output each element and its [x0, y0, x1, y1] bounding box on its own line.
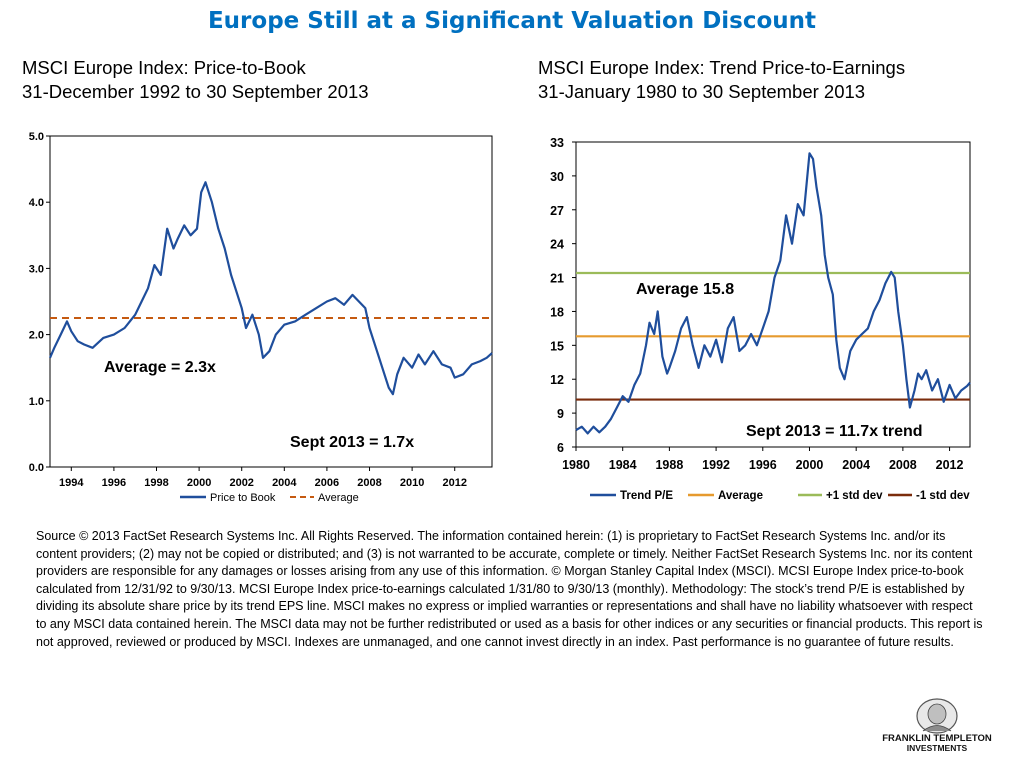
pb-x-tick-label: 2010: [400, 477, 424, 489]
pb-y-tick-label: 2.0: [29, 330, 44, 342]
source-disclaimer: Source © 2013 FactSet Research Systems I…: [36, 529, 983, 649]
pe-legend-label-plus-std: +1 std dev: [826, 490, 883, 502]
pb-x-tick-label: 1996: [102, 477, 126, 489]
pe-annotation-average: Average 15.8: [636, 281, 734, 298]
pe-y-tick-label: 15: [550, 339, 564, 353]
pb-y-tick-label: 1.0: [29, 396, 44, 408]
pe-annotation-latest: Sept 2013 = 11.7x trend: [746, 423, 923, 440]
pe-x-tick-label: 2000: [796, 458, 824, 472]
pb-x-tick-label: 1994: [59, 477, 84, 489]
left-chart-subtitle: MSCI Europe Index: Price-to-Book 31-Dece…: [22, 56, 369, 104]
pb-plot-frame: [49, 135, 493, 468]
pe-x-tick-label: 2008: [889, 458, 917, 472]
pe-y-tick-label: 18: [550, 305, 564, 319]
pe-x-tick-label: 1988: [655, 458, 683, 472]
pe-y-tick-label: 6: [557, 441, 564, 455]
pe-series-line: [575, 152, 971, 435]
pe-legend-label-average: Average: [718, 490, 763, 502]
pb-series-line: [48, 181, 493, 396]
trend-pe-chart: 6 9 12 15 18 21 24 27 30 33 1980 1984 1988 1992 1996 20…: [528, 122, 998, 514]
left-subtitle-line-1: MSCI Europe Index: Price-to-Book: [22, 57, 306, 78]
pb-x-tick-label: 2004: [272, 477, 297, 489]
pe-legend-label-minus-std: -1 std dev: [916, 490, 970, 502]
pb-x-tick-label: 2002: [229, 477, 253, 489]
trend-pe-chart-svg: 6 9 12 15 18 21 24 27 30 33 1980 1984 1988 1992 1996 20…: [550, 136, 971, 502]
pb-legend-label-average: Average: [318, 492, 359, 504]
pb-x-tick-label: 2000: [187, 477, 211, 489]
franklin-portrait-icon: FRANKLIN TEMPLETON INVESTMENTS: [882, 698, 992, 753]
pe-legend-label-series: Trend P/E: [620, 490, 673, 502]
pb-annotation-latest: Sept 2013 = 1.7x: [290, 434, 414, 451]
pb-y-tick-label: 4.0: [29, 197, 44, 209]
pb-legend-label-series: Price to Book: [210, 492, 276, 504]
pb-y-tick-label: 5.0: [29, 131, 44, 143]
pe-x-tick-label: 1996: [749, 458, 777, 472]
pe-x-tick-label: 1992: [702, 458, 730, 472]
price-to-book-chart: 0.0 1.0 2.0 3.0 4.0 5.0 1994 1996 1998 2000 2002 20…: [8, 122, 498, 514]
logo-line-1: FRANKLIN TEMPLETON: [882, 733, 992, 744]
pb-annotation-average: Average = 2.3x: [104, 359, 216, 376]
pe-y-tick-label: 27: [550, 204, 564, 218]
pe-x-tick-label: 2012: [936, 458, 964, 472]
pe-y-tick-label: 30: [550, 170, 564, 184]
pe-y-tick-label: 21: [550, 272, 564, 286]
price-to-book-chart-svg: 0.0 1.0 2.0 3.0 4.0 5.0 1994 1996 1998 2000 2002 20…: [29, 131, 493, 504]
pb-y-tick-label: 0.0: [29, 462, 44, 474]
right-subtitle-line-1: MSCI Europe Index: Trend Price-to-Earnin…: [538, 57, 906, 78]
pb-x-tick-label: 2008: [357, 477, 381, 489]
right-chart-subtitle: MSCI Europe Index: Trend Price-to-Earnin…: [538, 56, 905, 104]
left-subtitle-line-2: 31-December 1992 to 30 September 2013: [22, 81, 369, 102]
pe-y-tick-label: 33: [550, 136, 564, 150]
pe-x-tick-label: 1984: [609, 458, 637, 472]
pe-x-tick-label: 2004: [842, 458, 870, 472]
pe-plot-frame: [575, 141, 971, 448]
franklin-templeton-logo: FRANKLIN TEMPLETON INVESTMENTS: [862, 698, 1012, 754]
pe-y-tick-label: 9: [557, 407, 564, 421]
pe-y-tick-label: 24: [550, 238, 564, 252]
pb-x-tick-label: 1998: [144, 477, 168, 489]
logo-line-2: INVESTMENTS: [907, 743, 968, 753]
pe-y-tick-label: 12: [550, 373, 564, 387]
pb-y-tick-label: 3.0: [29, 263, 44, 275]
pb-x-tick-label: 2006: [315, 477, 339, 489]
pe-x-tick-label: 1980: [562, 458, 590, 472]
page-title: Europe Still at a Significant Valuation …: [207, 8, 817, 34]
pb-x-tick-label: 2012: [442, 477, 466, 489]
right-subtitle-line-2: 31-January 1980 to 30 September 2013: [538, 81, 866, 102]
